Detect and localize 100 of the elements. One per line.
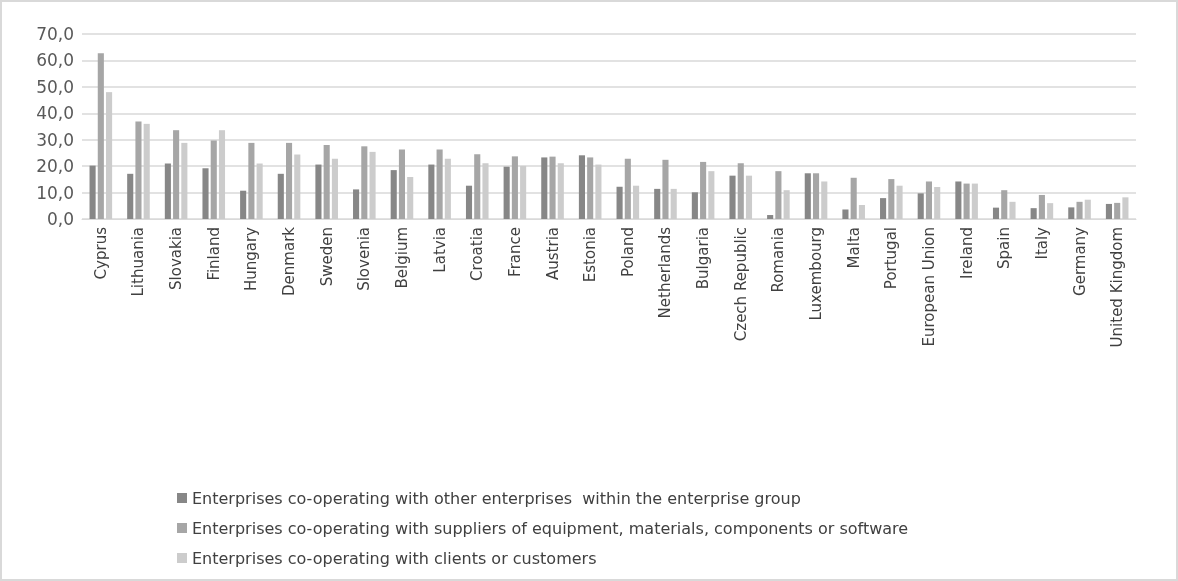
x-tick-label: Poland	[618, 227, 637, 278]
bar	[708, 171, 715, 219]
bar	[106, 92, 113, 219]
bar	[1084, 199, 1091, 219]
x-tick-label: Germany	[1070, 226, 1089, 296]
x-tick-label: Denmark	[280, 226, 299, 296]
bar	[1009, 201, 1016, 219]
bar	[143, 123, 150, 219]
x-tick-label: Lithuania	[129, 227, 148, 297]
bar	[737, 163, 744, 219]
x-tick-label: Hungary	[242, 226, 261, 292]
y-tick-label: 70,0	[36, 24, 74, 44]
bar	[1114, 202, 1121, 219]
bar	[361, 146, 368, 219]
bar	[888, 179, 895, 219]
bar	[963, 183, 970, 219]
bar	[595, 164, 602, 219]
bar	[511, 156, 518, 219]
bar	[390, 170, 397, 219]
legend-label: Enterprises co-operating with other enterprises within the enterprise group	[192, 488, 801, 508]
bar	[331, 158, 338, 219]
bar	[821, 181, 828, 219]
bar	[164, 163, 171, 219]
bar	[858, 204, 865, 219]
bar	[465, 185, 473, 219]
bar	[842, 209, 849, 219]
x-tick-label: Italy	[1032, 226, 1051, 260]
x-tick-label: United Kingdom	[1108, 227, 1127, 348]
bar	[503, 166, 510, 219]
bar	[992, 207, 1000, 219]
x-tick-label: Sweden	[317, 227, 336, 287]
y-tick-label: 30,0	[36, 129, 74, 150]
legend-label: Enterprises co-operating with suppliers of equipment, materials, components or software	[192, 518, 909, 538]
bar	[294, 154, 301, 219]
bar	[135, 121, 142, 219]
bar	[369, 151, 376, 219]
bar	[971, 183, 978, 219]
bar	[97, 53, 104, 219]
x-tick-label: Spain	[995, 227, 1014, 269]
bar	[775, 171, 782, 219]
x-tick-label: Finland	[204, 227, 223, 281]
bar	[256, 163, 263, 219]
bar	[1038, 194, 1045, 219]
x-tick-label: Slovenia	[355, 227, 374, 291]
x-tick-label: France	[505, 227, 524, 277]
bar	[520, 165, 527, 219]
bar	[541, 157, 548, 219]
bar	[662, 159, 669, 219]
x-tick-label: Luxembourg	[807, 227, 826, 321]
bar	[896, 185, 903, 219]
bar	[557, 163, 564, 219]
bar	[277, 173, 284, 219]
bar	[812, 173, 820, 219]
bar	[407, 176, 414, 219]
bar	[218, 130, 226, 219]
y-tick-label: 0,0	[46, 209, 74, 229]
bar	[925, 181, 933, 219]
bar	[1122, 197, 1129, 219]
bar	[654, 188, 661, 219]
bar	[616, 186, 623, 219]
bar	[89, 165, 96, 219]
bar	[353, 189, 360, 219]
bar	[285, 142, 293, 219]
bar	[624, 158, 631, 219]
x-tick-label: Portugal	[882, 227, 901, 290]
bar	[127, 173, 134, 219]
bar	[398, 149, 406, 219]
x-tick-label: European Union	[919, 227, 938, 347]
x-tick-label: Belgium	[392, 227, 411, 289]
x-tick-label: Ireland	[957, 227, 976, 279]
bar	[240, 190, 247, 219]
y-tick-label: 10,0	[36, 182, 74, 203]
bar	[691, 192, 698, 219]
bar	[428, 164, 435, 219]
bar	[315, 164, 322, 219]
bar	[934, 187, 941, 219]
x-tick-label: Czech Republic	[731, 227, 750, 342]
bar	[745, 175, 753, 219]
bar	[1030, 208, 1037, 219]
bar	[202, 168, 209, 219]
bar	[955, 181, 962, 219]
bar	[482, 163, 489, 219]
bar	[1001, 190, 1008, 219]
bar	[210, 140, 217, 219]
bar	[729, 175, 736, 219]
bar	[436, 149, 443, 219]
bar	[670, 188, 677, 219]
bar	[587, 157, 594, 219]
bar	[1076, 201, 1083, 219]
bar	[880, 198, 887, 219]
bar	[767, 215, 774, 219]
x-tick-label: Estonia	[581, 227, 600, 283]
x-tick-label: Netherlands	[656, 226, 675, 319]
x-tick-label: Romania	[769, 227, 788, 293]
bar	[173, 130, 180, 219]
x-tick-label: Croatia	[468, 227, 487, 281]
bar	[850, 177, 857, 219]
bar	[633, 185, 640, 219]
x-tick-label: Malta	[844, 227, 863, 269]
bar	[444, 158, 451, 219]
